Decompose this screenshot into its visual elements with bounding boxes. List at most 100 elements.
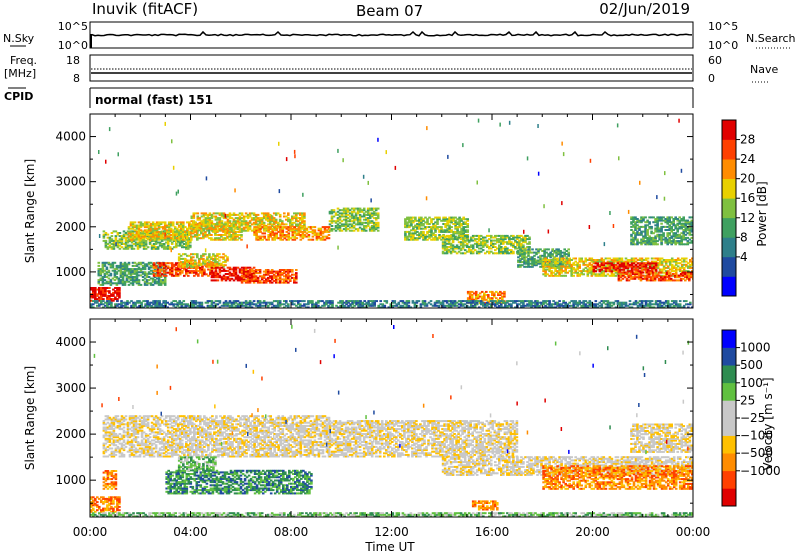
data-cell [126, 233, 130, 236]
data-cell [250, 278, 254, 281]
data-cell [474, 294, 478, 296]
data-cell [566, 262, 569, 265]
data-cell [690, 274, 693, 277]
data-cell [210, 257, 213, 260]
data-cell [201, 273, 204, 276]
data-cell [140, 241, 144, 244]
data-cell [330, 229, 334, 232]
data-cell [492, 239, 495, 242]
data-cell [652, 221, 655, 224]
data-cell [376, 215, 380, 218]
data-cell [109, 266, 113, 269]
data-cell [443, 249, 447, 252]
data-cell [182, 234, 185, 236]
data-cell [197, 274, 200, 277]
data-cell [262, 228, 266, 231]
data-cell [464, 221, 467, 224]
data-cell [636, 266, 640, 269]
data-cell [194, 253, 197, 256]
data-cell [678, 235, 681, 238]
data-cell [259, 227, 262, 230]
data-cell [262, 280, 266, 282]
data-cell [446, 227, 449, 230]
data-cell [289, 229, 293, 232]
data-cell [636, 240, 639, 243]
data-cell [432, 224, 435, 227]
data-cell [685, 263, 688, 266]
data-cell [129, 230, 133, 233]
data-cell [108, 290, 111, 293]
data-cell [303, 220, 306, 223]
data-cell [670, 260, 674, 263]
data-cell [682, 216, 685, 219]
data-cell [228, 274, 232, 277]
data-cell [253, 230, 256, 233]
data-cell [195, 270, 198, 273]
data-cell [644, 265, 648, 268]
data-cell [645, 274, 649, 277]
data-cell [222, 229, 226, 232]
data-cell [168, 247, 172, 250]
data-cell [622, 265, 626, 268]
data-cell [159, 234, 163, 236]
data-cell [108, 294, 111, 297]
data-cell [657, 274, 661, 277]
data-cell [128, 239, 132, 242]
data-cell [442, 229, 445, 232]
data-cell [518, 241, 521, 244]
data-cell [167, 224, 171, 227]
data-cell [498, 239, 501, 242]
data-cell [131, 283, 135, 286]
data-cell [268, 276, 272, 279]
data-cell [448, 218, 451, 221]
data-cell [494, 246, 497, 248]
data-cell [684, 271, 687, 274]
data-cell [639, 273, 643, 275]
data-cell [362, 226, 366, 229]
data-cell [270, 218, 274, 221]
data-cell [159, 235, 163, 238]
data-cell [101, 271, 105, 274]
data-cell [468, 297, 472, 300]
data-cell [338, 225, 342, 227]
data-cell [112, 244, 116, 247]
data-cell [666, 221, 669, 224]
data-cell [161, 282, 165, 285]
data-cell [311, 226, 315, 229]
data-cell [686, 229, 690, 231]
data-cell [689, 266, 692, 269]
data-cell [146, 238, 150, 241]
data-cell [109, 279, 113, 282]
data-cell [157, 235, 161, 238]
data-cell [203, 273, 206, 276]
data-cell [428, 237, 431, 240]
data-cell [558, 271, 561, 274]
data-cell [196, 256, 199, 259]
data-cell [142, 244, 146, 247]
data-cell [175, 232, 179, 235]
data-cell [228, 226, 231, 229]
data-cell [596, 264, 600, 266]
data-cell [206, 257, 209, 260]
data-cell [232, 269, 236, 272]
data-cell [144, 244, 148, 247]
data-cell [523, 254, 526, 257]
data-cell [404, 223, 407, 225]
data-cell [220, 277, 224, 280]
data-cell [494, 252, 497, 255]
data-cell [263, 237, 266, 240]
data-cell [158, 243, 162, 245]
data-cell [155, 282, 159, 285]
data-cell [156, 241, 160, 244]
data-cell [168, 246, 172, 249]
data-cell [500, 246, 503, 248]
data-cell [656, 227, 659, 230]
data-cell [207, 274, 210, 277]
data-cell [406, 235, 409, 238]
data-cell [112, 241, 116, 244]
data-cell [576, 268, 579, 271]
data-cell [338, 221, 342, 224]
data-cell [210, 220, 214, 223]
data-cell [504, 250, 507, 253]
data-cell [116, 287, 119, 289]
